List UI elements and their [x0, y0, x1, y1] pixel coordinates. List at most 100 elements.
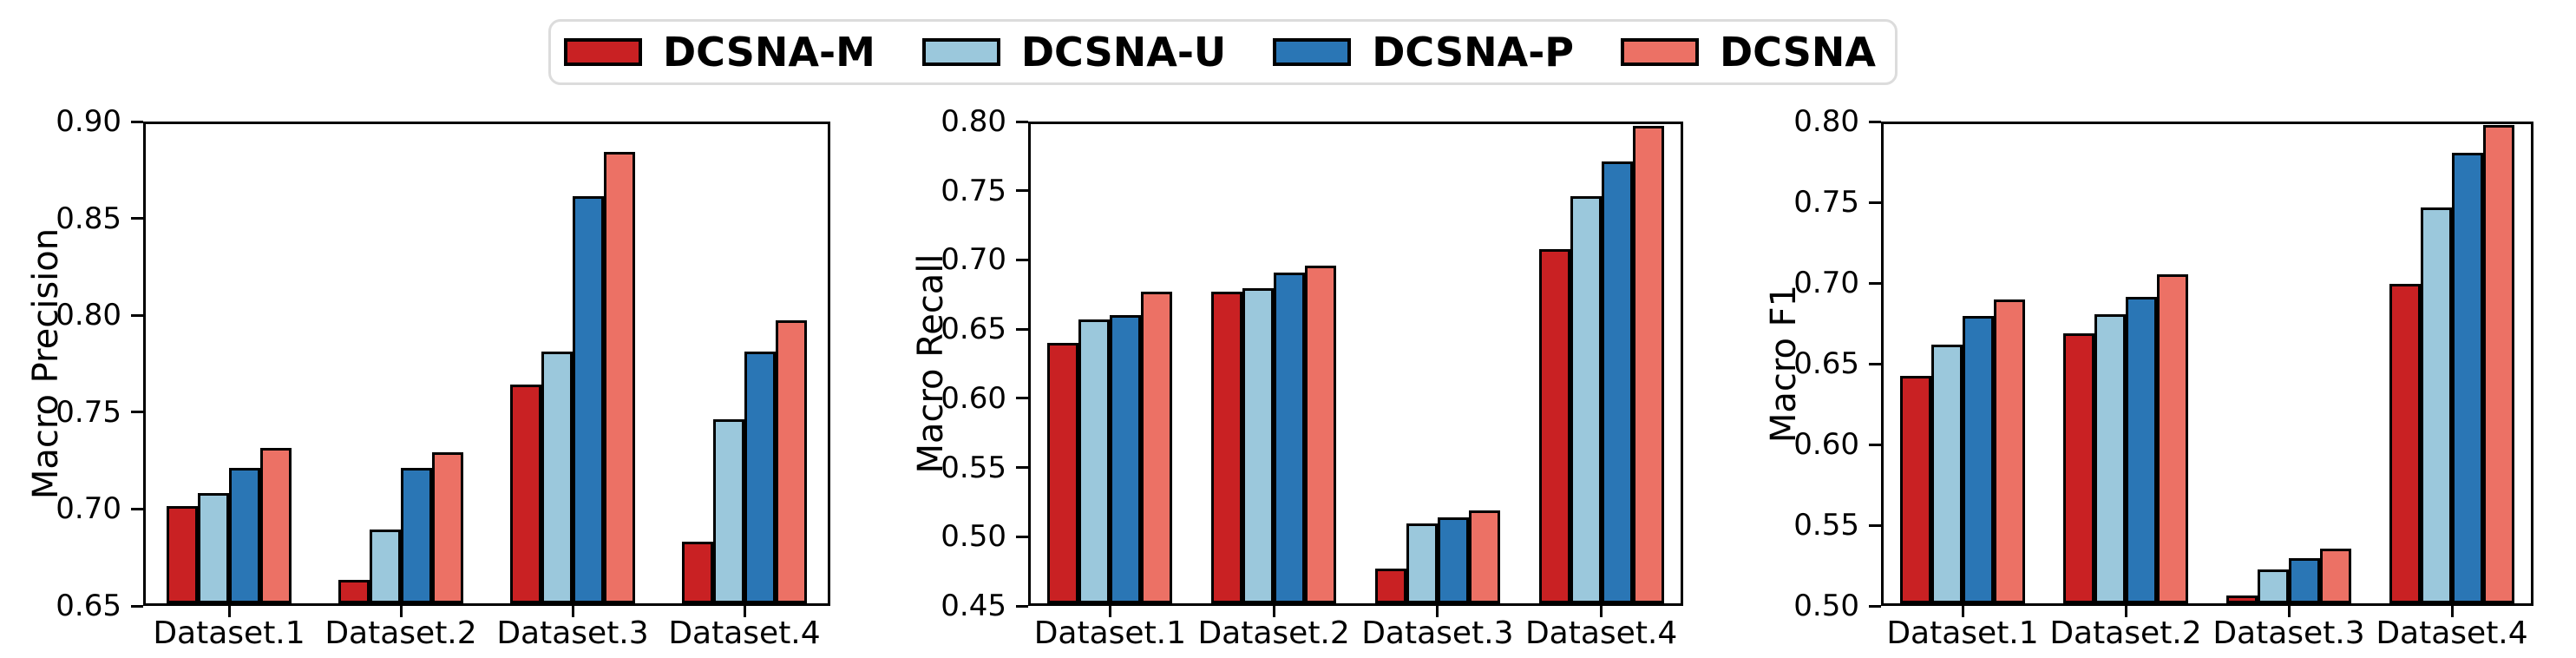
legend-item-dcsna: DCSNA [1620, 32, 1876, 72]
bar-dcsna-m-dataset.4 [1538, 249, 1570, 603]
y-tickmark [1016, 535, 1028, 538]
legend-swatch-dcsna [1620, 38, 1699, 66]
x-tick-label: Dataset.2 [324, 615, 477, 651]
x-tick-label: Dataset.2 [2049, 615, 2202, 651]
legend-label: DCSNA-M [663, 29, 875, 76]
plot-area-3 [1881, 122, 2533, 606]
bar-dcsna-p-dataset.4 [2452, 153, 2483, 603]
y-tickmark [1869, 281, 1881, 285]
y-tickmark [1869, 201, 1881, 204]
y-tickmark [1869, 443, 1881, 446]
bar-dcsna-u-dataset.4 [2421, 207, 2452, 603]
y-tickmark [131, 313, 143, 317]
legend-label: DCSNA-U [1020, 29, 1227, 76]
x-tickmark [1272, 606, 1275, 617]
y-tickmark [1869, 120, 1881, 123]
y-tick-label: 0.60 [941, 380, 1006, 416]
x-tick-label: Dataset.1 [1886, 615, 2039, 651]
y-axis-label: Macro Recall [911, 253, 951, 474]
bar-dcsna-dataset.3 [604, 152, 635, 603]
y-tick-label: 0.50 [1793, 589, 1859, 623]
bar-dcsna-u-dataset.2 [1242, 288, 1275, 603]
plot-area-1 [143, 122, 830, 606]
y-tickmark [1869, 362, 1881, 365]
bar-dcsna-u-dataset.2 [2094, 314, 2126, 603]
legend: DCSNA-M DCSNA-U DCSNA-P DCSNA [548, 19, 1898, 85]
y-tickmark [131, 411, 143, 414]
y-tickmark [1016, 397, 1028, 400]
x-tickmark [2450, 606, 2454, 617]
bar-dcsna-dataset.4 [2483, 125, 2514, 603]
bar-dcsna-m-dataset.4 [2389, 284, 2421, 603]
bar-dcsna-p-dataset.1 [229, 468, 260, 603]
x-tick-label: Dataset.3 [1361, 615, 1514, 651]
bar-dcsna-p-dataset.3 [573, 196, 604, 603]
bar-dcsna-dataset.1 [260, 448, 292, 603]
y-tickmark [1016, 189, 1028, 193]
bar-dcsna-p-dataset.4 [1601, 161, 1633, 603]
bar-dcsna-dataset.4 [776, 320, 807, 603]
legend-item-dcsna-u: DCSNA-U [921, 29, 1227, 76]
bar-dcsna-m-dataset.1 [167, 506, 198, 603]
bar-dcsna-dataset.3 [1468, 510, 1500, 603]
y-tickmark [1869, 604, 1881, 608]
y-tick-label: 0.65 [941, 312, 1006, 347]
y-tick-label: 0.55 [941, 450, 1006, 485]
bar-dcsna-m-dataset.3 [2226, 595, 2258, 603]
bar-dcsna-p-dataset.1 [1963, 316, 1994, 603]
bar-dcsna-p-dataset.1 [1110, 315, 1142, 603]
x-tick-label: Dataset.3 [496, 615, 649, 651]
bar-dcsna-m-dataset.3 [510, 385, 541, 603]
bar-dcsna-u-dataset.2 [370, 530, 401, 603]
bar-dcsna-m-dataset.1 [1047, 343, 1079, 603]
x-tick-label: Dataset.2 [1197, 615, 1350, 651]
y-tick-label: 0.65 [1793, 346, 1859, 381]
bar-dcsna-p-dataset.3 [2289, 558, 2320, 603]
bar-dcsna-u-dataset.1 [1931, 345, 1963, 603]
bar-dcsna-u-dataset.1 [198, 493, 229, 603]
y-tick-label: 0.70 [1793, 266, 1859, 300]
y-tick-label: 0.75 [941, 173, 1006, 208]
y-tickmark [131, 120, 143, 123]
bar-dcsna-m-dataset.2 [1211, 292, 1243, 603]
y-tickmark [131, 217, 143, 220]
x-tick-label: Dataset.4 [1524, 615, 1678, 651]
bar-dcsna-m-dataset.3 [1374, 569, 1406, 603]
x-tickmark [2124, 606, 2127, 617]
x-tickmark [1600, 606, 1603, 617]
x-tickmark [2287, 606, 2291, 617]
y-tick-label: 0.75 [1793, 185, 1859, 220]
legend-item-dcsna-m: DCSNA-M [564, 32, 875, 72]
bar-dcsna-dataset.4 [1632, 126, 1664, 603]
bar-dcsna-m-dataset.2 [338, 580, 370, 603]
y-tick-label: 0.90 [56, 104, 121, 139]
bar-dcsna-dataset.1 [1141, 292, 1173, 603]
x-tickmark [1961, 606, 1964, 617]
bar-dcsna-p-dataset.2 [401, 468, 432, 603]
x-tick-label: Dataset.1 [1033, 615, 1187, 651]
bar-dcsna-p-dataset.4 [744, 352, 776, 603]
bar-dcsna-dataset.3 [2320, 549, 2351, 603]
bar-dcsna-m-dataset.2 [2063, 333, 2094, 603]
bar-dcsna-u-dataset.3 [2258, 569, 2289, 603]
bar-dcsna-u-dataset.4 [1570, 196, 1602, 603]
bar-dcsna-u-dataset.4 [713, 419, 744, 603]
y-tickmark [1016, 258, 1028, 261]
legend-label: DCSNA-P [1372, 29, 1575, 76]
bar-dcsna-m-dataset.4 [682, 542, 713, 603]
legend-swatch-dcsna-u [921, 38, 1000, 66]
x-tick-label: Dataset.3 [2212, 615, 2365, 651]
bar-dcsna-dataset.2 [2157, 274, 2188, 603]
y-tick-label: 0.80 [56, 298, 121, 333]
bar-dcsna-u-dataset.3 [1406, 523, 1438, 603]
y-tick-label: 0.50 [941, 519, 1006, 555]
y-tick-label: 0.75 [56, 394, 121, 430]
x-tickmark [227, 606, 231, 617]
bar-dcsna-p-dataset.3 [1437, 517, 1469, 603]
x-tickmark [571, 606, 574, 617]
y-tick-label: 0.60 [1793, 427, 1859, 462]
bar-dcsna-p-dataset.2 [1274, 273, 1306, 603]
y-axis-label: Macro Precision [26, 227, 66, 500]
bar-dcsna-dataset.1 [1994, 299, 2025, 603]
